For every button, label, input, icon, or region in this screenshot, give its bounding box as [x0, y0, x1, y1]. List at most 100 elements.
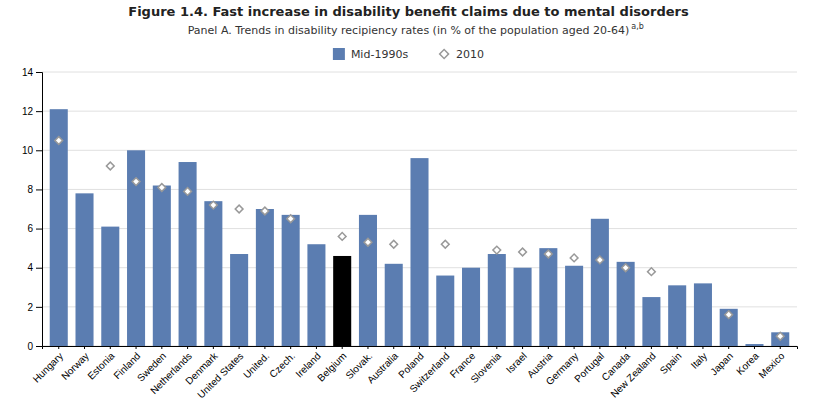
- x-tick-label: New Zealand: [608, 350, 657, 399]
- x-tick-label: Czech.: [267, 350, 297, 380]
- y-tick-label: 0: [27, 341, 33, 352]
- x-tick-label: Estonia: [85, 350, 117, 382]
- x-tick-label: Germany: [544, 350, 581, 387]
- bar: [307, 244, 325, 346]
- x-tick-label: Switzerland: [407, 350, 451, 394]
- y-tick-mark: [36, 346, 42, 347]
- diamond: [209, 201, 217, 209]
- y-tick: 12: [22, 106, 42, 117]
- y-tick: 4: [27, 262, 42, 273]
- bar: [153, 186, 171, 346]
- grid-line: [42, 111, 797, 112]
- bar: [50, 109, 68, 346]
- x-tick: Hungary: [31, 346, 66, 385]
- y-tick: 2: [27, 302, 42, 313]
- grid: [42, 72, 797, 346]
- y-tick-mark: [36, 229, 42, 230]
- x-tick: Norway: [59, 346, 91, 382]
- diamonds: [55, 137, 784, 340]
- x-tick: Italy: [689, 346, 710, 371]
- legend-item: Mid-1990s: [333, 48, 408, 61]
- plot: 02468101214HungaryNorwayEstoniaFinlandSw…: [22, 67, 798, 401]
- x-tick: United.: [241, 346, 271, 380]
- x-tick-mark: [187, 346, 188, 349]
- x-tick-mark: [58, 346, 59, 349]
- bars: [50, 109, 790, 346]
- y-tick-mark: [36, 189, 42, 190]
- x-axis-line: [43, 347, 798, 350]
- x-tick-label: Japan: [708, 350, 735, 377]
- x-tick: New Zealand: [608, 346, 657, 400]
- legend-item: 2010: [440, 48, 484, 61]
- diamond: [441, 240, 449, 248]
- diamond: [725, 311, 733, 319]
- bar: [179, 162, 197, 346]
- x-tick-mark: [84, 346, 85, 349]
- bar: [488, 254, 506, 346]
- diamond: [132, 178, 140, 186]
- x-tick-mark: [316, 346, 317, 349]
- x-tick-mark: [574, 346, 575, 349]
- diamond: [390, 240, 398, 248]
- x-tick: United States: [195, 346, 245, 400]
- x-tick-mark: [471, 346, 472, 349]
- annotation: a,b: [631, 22, 644, 31]
- x-tick-mark: [136, 346, 137, 349]
- grid-line: [42, 150, 797, 151]
- x-tick: Estonia: [85, 346, 117, 382]
- x-tick-mark: [419, 346, 420, 349]
- legend: Mid-1990s 2010: [333, 48, 484, 61]
- x-tick: Netherlands: [148, 346, 194, 396]
- diamond: [158, 184, 166, 192]
- diamond: [596, 256, 604, 264]
- x-tick-mark: [393, 346, 394, 349]
- x-tick: Japan: [708, 346, 735, 377]
- y-tick-mark: [36, 307, 42, 308]
- x-tick-mark: [780, 346, 781, 349]
- diamond: [338, 233, 346, 241]
- x-tick-label: Netherlands: [148, 350, 194, 396]
- y-tick-label: 6: [27, 223, 33, 234]
- y-tick-label: 2: [27, 302, 33, 313]
- diamond: [261, 207, 269, 215]
- x-tick-label: Spain: [658, 350, 684, 376]
- x-tick-mark: [702, 346, 703, 349]
- diamond: [184, 188, 192, 196]
- x-tick: Switzerland: [407, 346, 451, 395]
- x-tick-label: United States: [195, 350, 245, 400]
- bar: [410, 158, 428, 346]
- bar: [127, 150, 145, 346]
- bar: [514, 268, 532, 346]
- x-tick-mark: [239, 346, 240, 349]
- y-tick-mark: [36, 72, 42, 73]
- x-tick-label: United.: [241, 350, 271, 380]
- x-tick-mark: [677, 346, 678, 349]
- diamond: [622, 264, 630, 272]
- legend-label: Mid-1990s: [351, 48, 408, 61]
- diamond: [287, 215, 295, 223]
- diamond: [235, 205, 243, 213]
- x-tick: Belgium: [315, 346, 348, 384]
- bar: [204, 201, 222, 346]
- y-tick-label: 8: [27, 184, 33, 195]
- bar: [694, 283, 712, 346]
- x-tick: Mexico: [756, 346, 786, 380]
- x-tick-mark: [599, 346, 600, 349]
- x-tick: Australia: [365, 346, 401, 386]
- x-tick-mark: [651, 346, 652, 349]
- x-tick-label: Belgium: [315, 350, 348, 383]
- legend-symbol: [440, 50, 449, 59]
- x-tick-mark: [496, 346, 497, 349]
- x-tick-mark: [754, 346, 755, 349]
- x-tick-mark: [445, 346, 446, 349]
- bar: [565, 266, 583, 346]
- y-axis: 02468101214: [22, 67, 43, 352]
- x-tick: Slovenia: [468, 346, 503, 385]
- subtitle: Panel A. Trends in disability recipiency…: [188, 24, 630, 37]
- bar: [668, 285, 686, 346]
- x-tick-mark: [264, 346, 265, 349]
- bar: [333, 256, 351, 346]
- diamond: [364, 238, 372, 246]
- chart: Figure 1.4. Fast increase in disability …: [0, 0, 817, 408]
- y-tick: 0: [27, 341, 42, 352]
